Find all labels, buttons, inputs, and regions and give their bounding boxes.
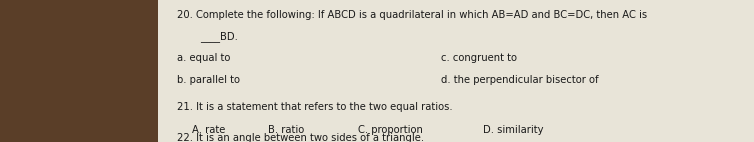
Text: d. the perpendicular bisector of: d. the perpendicular bisector of [441, 75, 599, 85]
Text: ____BD.: ____BD. [200, 31, 238, 42]
Text: C. proportion: C. proportion [358, 125, 423, 135]
Text: 21. It is a statement that refers to the two equal ratios.: 21. It is a statement that refers to the… [177, 102, 453, 112]
Text: b. parallel to: b. parallel to [177, 75, 241, 85]
Text: B. ratio: B. ratio [268, 125, 304, 135]
Text: D. similarity: D. similarity [483, 125, 543, 135]
FancyBboxPatch shape [158, 0, 754, 142]
Text: 22. It is an angle between two sides of a triangle.: 22. It is an angle between two sides of … [177, 133, 425, 142]
Text: c. congruent to: c. congruent to [441, 53, 517, 62]
Text: A. rate: A. rate [192, 125, 225, 135]
Text: 20. Complete the following: If ABCD is a quadrilateral in which AB=AD and BC=DC,: 20. Complete the following: If ABCD is a… [177, 10, 648, 20]
Text: a. equal to: a. equal to [177, 53, 231, 62]
